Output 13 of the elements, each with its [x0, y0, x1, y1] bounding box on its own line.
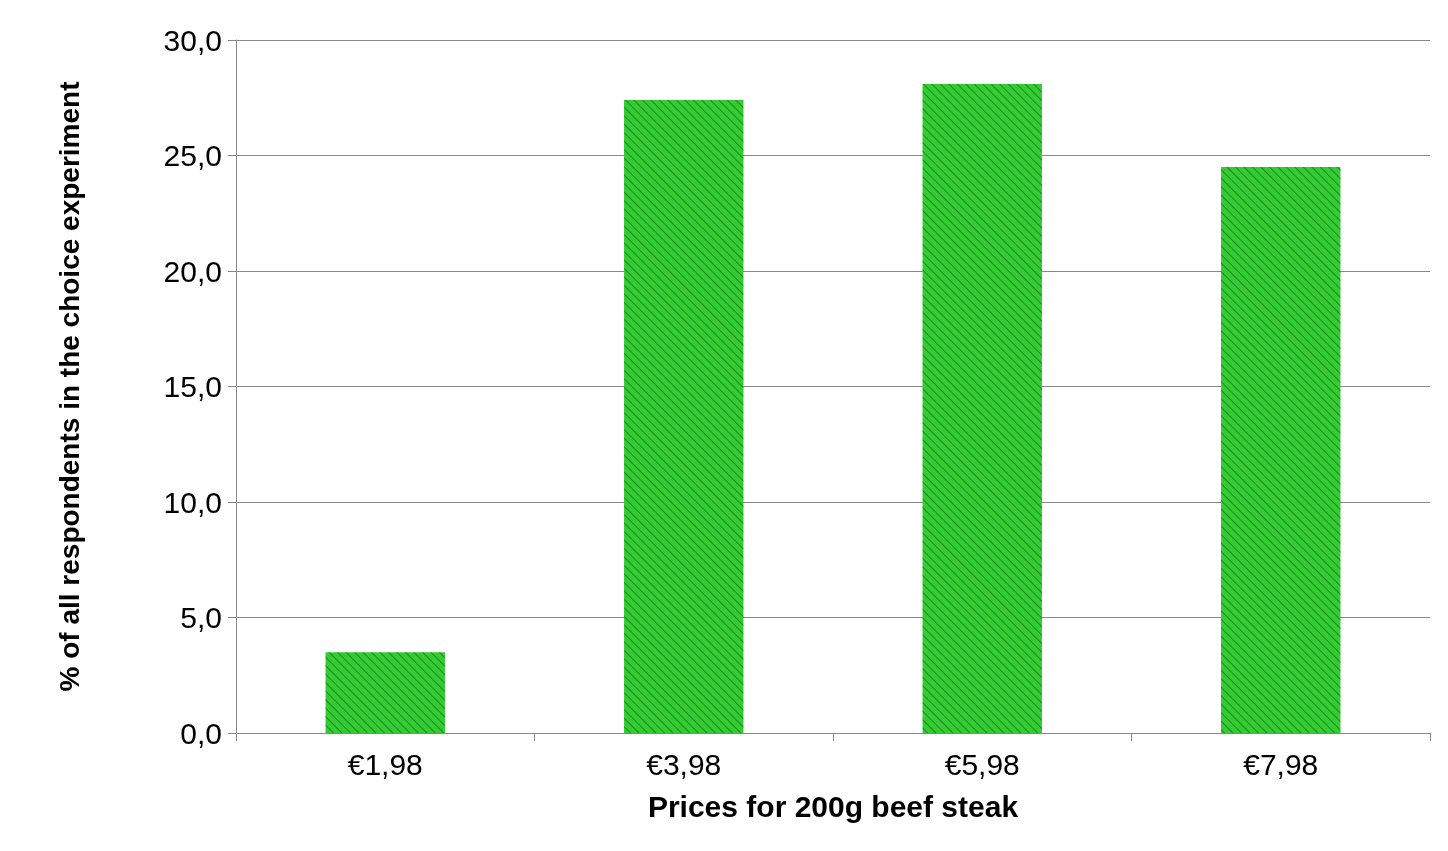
x-tick-label: €1,98: [347, 747, 423, 781]
y-tick-label: 30,0: [163, 23, 222, 57]
y-tick-label: 5,0: [180, 601, 222, 634]
x-tick-label: €5,98: [944, 747, 1020, 781]
y-tick-label: 10,0: [163, 485, 222, 519]
x-axis-title: Prices for 200g beef steak: [647, 789, 1019, 823]
y-tick-label: 0,0: [180, 716, 222, 750]
x-tick-label: €7,98: [1243, 747, 1319, 781]
x-tick-label: €3,98: [646, 747, 722, 781]
y-axis-title: % of all respondents in the choice experiment: [53, 81, 85, 692]
y-tick-label: 25,0: [163, 139, 222, 172]
y-tick-label: 15,0: [163, 370, 222, 403]
y-tick-label: 20,0: [163, 254, 222, 288]
